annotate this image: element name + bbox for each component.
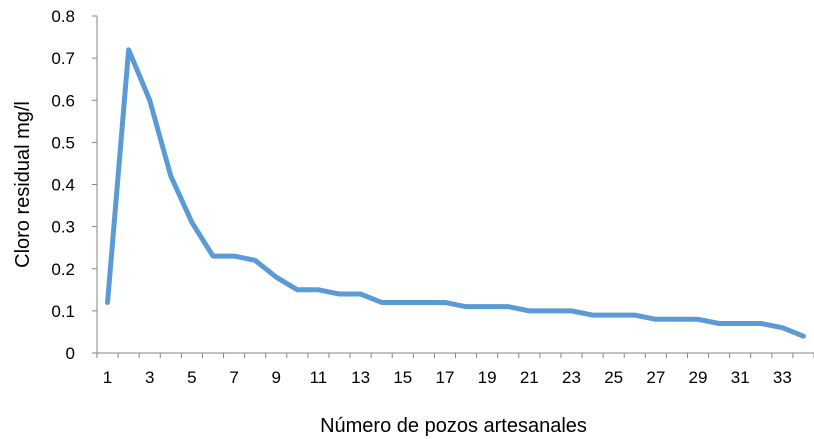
x-tick-label: 27 [646,368,665,387]
x-tick-label: 5 [187,368,196,387]
x-tick-label: 25 [604,368,623,387]
x-tick-label: 33 [773,368,792,387]
x-tick-label: 29 [689,368,708,387]
y-tick-label: 0.5 [51,133,75,152]
x-tick-label: 1 [103,368,112,387]
series-line [105,47,806,339]
x-tick-label: 19 [478,368,497,387]
x-tick-label: 3 [145,368,154,387]
x-axis-ticks: 1 3 5 7 9 11 13 15 17 19 21 23 25 27 29 31 33 [96,353,814,387]
y-axis-ticks: 0 0.1 0.2 0.3 0.4 0.5 0.6 0.7 0.8 [51,7,97,363]
x-tick-label: 17 [435,368,454,387]
y-tick-label: 0.1 [51,302,75,321]
y-tick-label: 0.8 [51,7,75,26]
y-tick-label: 0.2 [51,260,75,279]
y-tick-label: 0.3 [51,218,75,237]
y-axis-title: Cloro residual mg/l [12,101,34,268]
x-tick-label: 13 [351,368,370,387]
y-tick-label: 0 [66,344,75,363]
x-tick-label: 9 [272,368,281,387]
x-tick-label: 23 [562,368,581,387]
y-tick-label: 0.6 [51,91,75,110]
y-tick-label: 0.4 [51,176,75,195]
x-tick-label: 21 [520,368,539,387]
x-axis-title: Número de pozos artesanales [320,415,587,437]
y-tick-label: 0.7 [51,49,75,68]
x-tick-label: 15 [393,368,412,387]
x-tick-label: 31 [731,368,750,387]
x-tick-label: 7 [229,368,238,387]
x-tick-label: 11 [310,368,328,387]
